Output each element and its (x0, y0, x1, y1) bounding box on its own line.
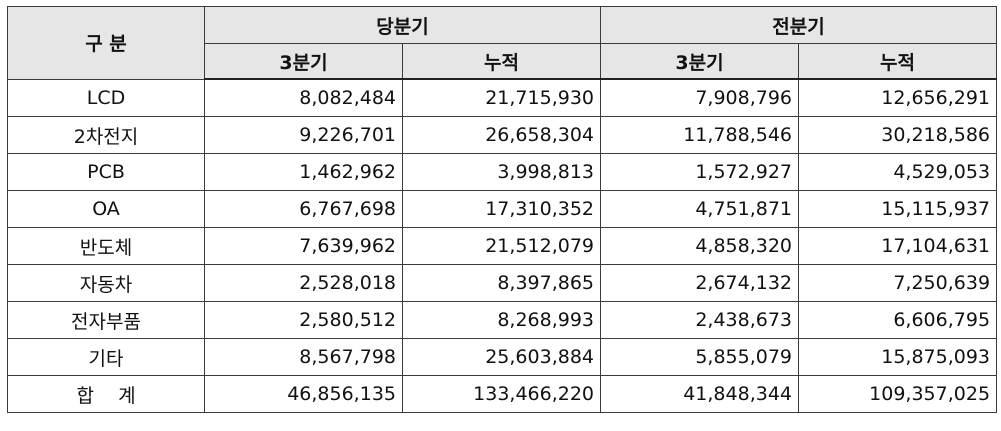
header-row-1: 구 분 당분기 전분기 (7, 6, 998, 80)
total-label: 합 계 (7, 375, 205, 413)
table-body: LCD 8,082,484 21,715,930 7,908,796 12,65… (7, 78, 998, 413)
current-cumulative-value: 25,603,884 (401, 338, 602, 376)
previous-cumulative-value: 6,606,795 (798, 301, 998, 339)
previous-quarter-value: 4,751,871 (600, 190, 800, 228)
category-header: 구 분 (7, 6, 205, 80)
row-label: 전자부품 (7, 301, 205, 339)
current-quarter-value: 2,580,512 (204, 301, 403, 339)
current-quarter-value: 8,082,484 (204, 78, 403, 117)
previous-quarter-header: 전분기 (600, 6, 998, 44)
table-row: PCB 1,462,962 3,998,813 1,572,927 4,529,… (7, 153, 998, 191)
current-cumulative-subheader: 누적 (401, 43, 602, 80)
previous-cumulative-value: 7,250,639 (798, 264, 998, 302)
previous-quarter-value: 1,572,927 (600, 153, 800, 191)
current-quarter-header: 당분기 (203, 6, 602, 44)
previous-quarter-value: 11,788,546 (600, 116, 800, 154)
current-quarter-value: 9,226,701 (204, 116, 403, 154)
current-cumulative-total: 133,466,220 (401, 375, 602, 413)
previous-cumulative-value: 15,875,093 (798, 338, 998, 376)
current-cumulative-value: 3,998,813 (401, 153, 602, 191)
previous-cumulative-value: 4,529,053 (798, 153, 998, 191)
row-label: 기타 (7, 338, 205, 376)
sales-table: 구 분 당분기 전분기 3분기 누적 3분기 누적 LCD 8,082,484 … (7, 6, 998, 413)
row-label: OA (7, 190, 205, 228)
current-cumulative-value: 8,268,993 (401, 301, 602, 339)
row-label: 2차전지 (7, 116, 205, 154)
table-row: 자동차 2,528,018 8,397,865 2,674,132 7,250,… (7, 264, 998, 302)
current-cumulative-value: 21,512,079 (401, 227, 602, 265)
previous-quarter-subheader: 3분기 (600, 43, 800, 80)
previous-cumulative-subheader: 누적 (798, 43, 998, 80)
total-row: 합 계 46,856,135 133,466,220 41,848,344 10… (7, 375, 998, 413)
current-cumulative-value: 21,715,930 (401, 78, 602, 117)
table-row: 전자부품 2,580,512 8,268,993 2,438,673 6,606… (7, 301, 998, 339)
previous-quarter-value: 2,674,132 (600, 264, 800, 302)
header-row-2: 3분기 누적 3분기 누적 (8, 43, 998, 80)
current-quarter-value: 6,767,698 (204, 190, 403, 228)
current-cumulative-value: 26,658,304 (401, 116, 602, 154)
previous-quarter-value: 5,855,079 (600, 338, 800, 376)
previous-cumulative-value: 17,104,631 (798, 227, 998, 265)
row-label: 자동차 (7, 264, 205, 302)
previous-cumulative-value: 30,218,586 (798, 116, 998, 154)
current-quarter-total: 46,856,135 (204, 375, 403, 413)
table-row: 2차전지 9,226,701 26,658,304 11,788,546 30,… (7, 116, 998, 154)
current-quarter-value: 8,567,798 (204, 338, 403, 376)
previous-quarter-value: 4,858,320 (600, 227, 800, 265)
table-row: 기타 8,567,798 25,603,884 5,855,079 15,875… (7, 338, 998, 376)
previous-quarter-value: 2,438,673 (600, 301, 800, 339)
table-header: 구 분 당분기 전분기 3분기 누적 3분기 누적 (7, 6, 998, 80)
current-quarter-value: 1,462,962 (204, 153, 403, 191)
table-row: 반도체 7,639,962 21,512,079 4,858,320 17,10… (7, 227, 998, 265)
table-row: LCD 8,082,484 21,715,930 7,908,796 12,65… (7, 78, 998, 117)
current-quarter-subheader: 3분기 (204, 43, 403, 80)
current-quarter-value: 7,639,962 (204, 227, 403, 265)
previous-cumulative-value: 12,656,291 (798, 78, 998, 117)
row-label: 반도체 (7, 227, 205, 265)
table-row: OA 6,767,698 17,310,352 4,751,871 15,115… (7, 190, 998, 228)
current-quarter-value: 2,528,018 (204, 264, 403, 302)
current-cumulative-value: 17,310,352 (401, 190, 602, 228)
previous-quarter-total: 41,848,344 (600, 375, 800, 413)
current-cumulative-value: 8,397,865 (401, 264, 602, 302)
row-label: PCB (7, 153, 205, 191)
previous-quarter-value: 7,908,796 (600, 78, 800, 117)
previous-cumulative-total: 109,357,025 (798, 375, 998, 413)
previous-cumulative-value: 15,115,937 (798, 190, 998, 228)
row-label: LCD (7, 78, 205, 117)
